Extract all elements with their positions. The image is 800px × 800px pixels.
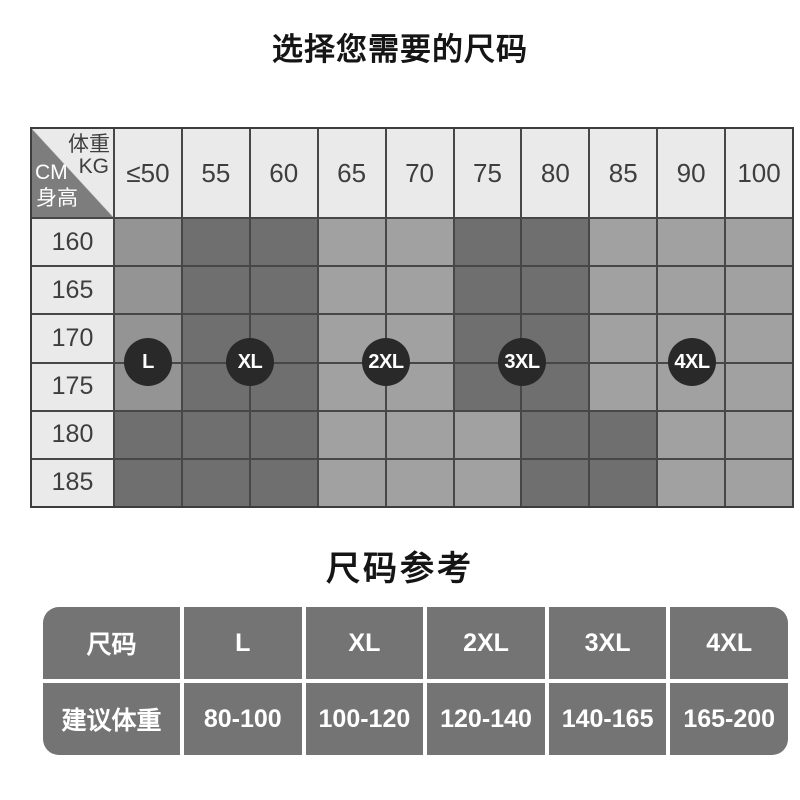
size-marker-4xl: 4XL bbox=[668, 338, 716, 386]
size-zone-cell bbox=[250, 267, 317, 314]
weight-header-cell: 100 bbox=[726, 129, 792, 217]
size-zone-cell bbox=[590, 459, 657, 506]
size-zone-cell bbox=[386, 219, 453, 266]
size-zone-cell bbox=[522, 411, 589, 458]
size-marker-3xl: 3XL bbox=[498, 338, 546, 386]
reference-title: 尺码参考 bbox=[326, 550, 474, 588]
size-marker-l: L bbox=[124, 338, 172, 386]
size-zone-cell bbox=[590, 315, 657, 362]
size-marker-2xl: 2XL bbox=[362, 338, 410, 386]
height-header-cell: 170 bbox=[32, 315, 113, 362]
ref-row-header-size: 尺码 bbox=[43, 607, 180, 679]
size-zone-cell bbox=[386, 459, 453, 506]
height-header-cell: 180 bbox=[32, 411, 113, 458]
ref-size-cell: 4XL bbox=[670, 607, 788, 679]
size-zone-cell bbox=[726, 459, 792, 506]
size-marker-xl: XL bbox=[226, 338, 274, 386]
size-zone-cell bbox=[590, 363, 657, 410]
size-zone-cell bbox=[250, 459, 317, 506]
size-zone-cell bbox=[115, 219, 181, 266]
size-zone-cell bbox=[318, 267, 385, 314]
size-zone-cell bbox=[318, 411, 385, 458]
ref-weight-cell: 120-140 bbox=[427, 683, 545, 755]
size-zone-cell bbox=[250, 411, 317, 458]
axis-corner-cell: 体重 KG CM 身高 bbox=[32, 129, 113, 217]
weight-header-cell: 60 bbox=[250, 129, 317, 217]
size-zone-cell bbox=[522, 219, 589, 266]
height-header-cell: 185 bbox=[32, 459, 113, 506]
size-chart: 体重 KG CM 身高 ≤50 55 60 65 70 75 80 85 90 100 160 165… bbox=[30, 127, 794, 508]
size-zone-cell bbox=[454, 219, 521, 266]
height-header-cell: 165 bbox=[32, 267, 113, 314]
height-header-cell: 160 bbox=[32, 219, 113, 266]
ref-weight-cell: 140-165 bbox=[548, 683, 667, 755]
weight-axis-unit: KG bbox=[78, 155, 109, 178]
size-zone-cell bbox=[318, 459, 385, 506]
size-zone-cell bbox=[250, 219, 317, 266]
ref-size-cell: 2XL bbox=[427, 607, 545, 679]
size-zone-cell bbox=[115, 459, 181, 506]
size-zone-cell bbox=[115, 411, 181, 458]
weight-header-cell: 70 bbox=[386, 129, 453, 217]
size-zone-cell bbox=[726, 363, 792, 410]
height-axis-label: 身高 bbox=[36, 187, 78, 210]
size-zone-cell bbox=[590, 219, 657, 266]
ref-weight-cell: 80-100 bbox=[184, 683, 302, 755]
size-zone-cell bbox=[726, 411, 792, 458]
size-zone-cell bbox=[115, 267, 181, 314]
weight-header-cell: 75 bbox=[454, 129, 521, 217]
size-zone-cell bbox=[386, 411, 453, 458]
page-title: 选择您需要的尺码 bbox=[272, 32, 528, 67]
size-zone-cell bbox=[726, 315, 792, 362]
size-zone-cell bbox=[726, 267, 792, 314]
weight-axis-label: 体重 bbox=[68, 133, 110, 156]
ref-weight-cell: 165-200 bbox=[670, 683, 788, 755]
size-zone-cell bbox=[386, 267, 453, 314]
size-zone-cell bbox=[590, 267, 657, 314]
size-zone-cell bbox=[454, 411, 521, 458]
size-zone-cell bbox=[658, 411, 725, 458]
size-zone-cell bbox=[522, 459, 589, 506]
weight-header-cell: 90 bbox=[658, 129, 725, 217]
weight-header-cell: 85 bbox=[590, 129, 657, 217]
size-zone-cell bbox=[658, 459, 725, 506]
size-zone-cell bbox=[590, 411, 657, 458]
ref-row-header-weight: 建议体重 bbox=[43, 683, 180, 755]
size-zone-cell bbox=[182, 219, 249, 266]
size-zone-cell bbox=[454, 459, 521, 506]
weight-header-cell: 65 bbox=[318, 129, 385, 217]
size-zone-cell bbox=[182, 411, 249, 458]
size-zone-cell bbox=[182, 267, 249, 314]
height-header-cell: 175 bbox=[32, 363, 113, 410]
size-reference-table: 尺码 L XL 2XL 3XL 4XL 建议体重 80-100 100-120 120-140 14… bbox=[43, 607, 788, 755]
size-zone-cell bbox=[658, 219, 725, 266]
weight-header-cell: 80 bbox=[522, 129, 589, 217]
weight-header-cell: ≤50 bbox=[115, 129, 181, 217]
size-zone-cell bbox=[318, 219, 385, 266]
size-zone-cell bbox=[522, 267, 589, 314]
ref-size-cell: 3XL bbox=[548, 607, 667, 679]
size-zone-cell bbox=[182, 459, 249, 506]
size-zone-cell bbox=[454, 267, 521, 314]
size-zone-cell bbox=[726, 219, 792, 266]
size-chart-grid: 体重 KG CM 身高 ≤50 55 60 65 70 75 80 85 90 100 160 165… bbox=[30, 127, 794, 508]
size-zone-cell bbox=[658, 267, 725, 314]
ref-size-cell: XL bbox=[305, 607, 424, 679]
height-axis-unit: CM bbox=[35, 161, 68, 184]
weight-header-cell: 55 bbox=[182, 129, 249, 217]
ref-size-cell: L bbox=[184, 607, 302, 679]
ref-weight-cell: 100-120 bbox=[305, 683, 424, 755]
